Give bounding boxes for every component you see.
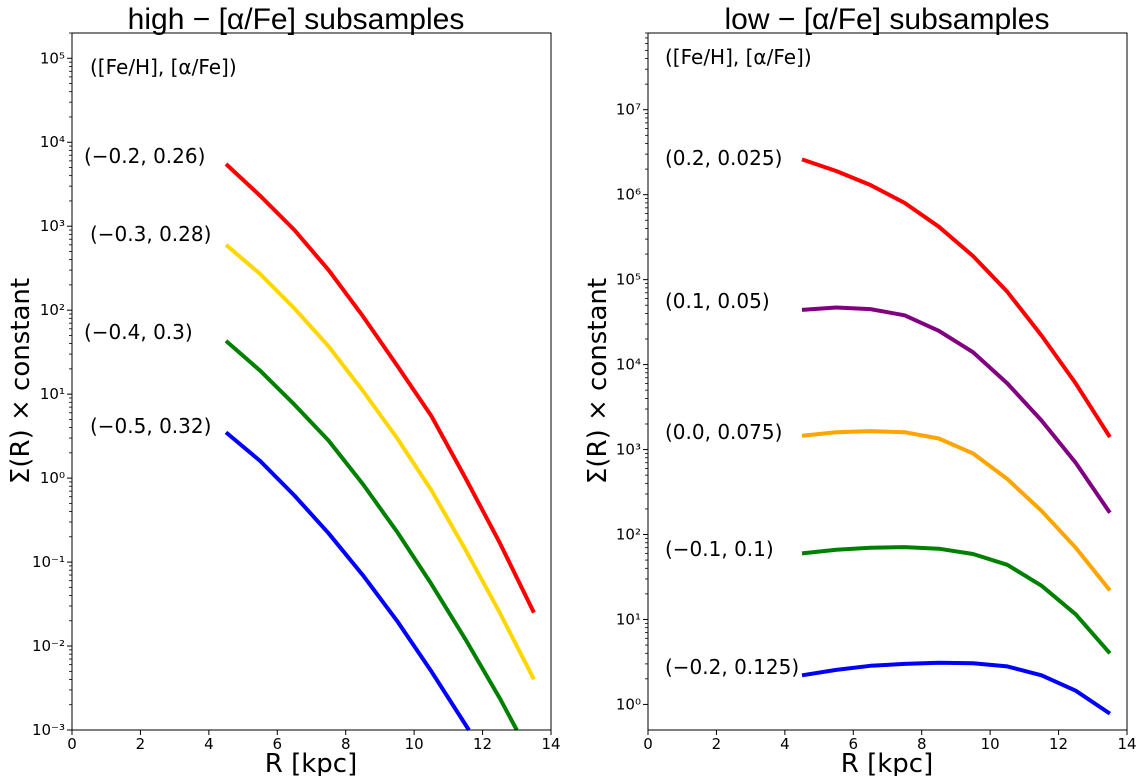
y-tick-label: 10⁵ bbox=[616, 271, 641, 289]
series-annotation: (−0.4, 0.3) bbox=[84, 320, 193, 344]
y-tick-label: 10⁷ bbox=[616, 101, 641, 119]
series-line bbox=[801, 660, 1112, 716]
x-tick-label: 10 bbox=[981, 735, 1000, 753]
plot-frame bbox=[71, 32, 552, 731]
x-tick-label: 4 bbox=[780, 735, 790, 753]
x-tick-label: 8 bbox=[917, 735, 927, 753]
y-tick-label: 10² bbox=[616, 526, 641, 544]
y-tick-label: 10⁴ bbox=[40, 133, 65, 151]
series-annotation: (0.2, 0.025) bbox=[665, 146, 782, 170]
x-axis-label: R [kpc] bbox=[265, 749, 357, 776]
y-tick-label: 10⁰ bbox=[40, 469, 65, 487]
series-annotation: (−0.1, 0.1) bbox=[665, 537, 774, 561]
x-tick-label: 12 bbox=[1049, 735, 1068, 753]
series-line bbox=[801, 305, 1112, 514]
series-line bbox=[224, 162, 536, 614]
y-tick-label: 10¹ bbox=[40, 385, 65, 403]
chart-title: low − [α/Fe] subsamples bbox=[725, 3, 1050, 36]
x-tick-label: 4 bbox=[204, 735, 214, 753]
chart-low-alpha: low − [α/Fe] subsamples ([Fe/H], [α/Fe])… bbox=[583, 3, 1137, 776]
y-tick-label: 10⁵ bbox=[40, 49, 65, 67]
series-annotation: (−0.5, 0.32) bbox=[90, 414, 211, 438]
x-tick-label: 6 bbox=[273, 735, 283, 753]
chart-title: high − [α/Fe] subsamples bbox=[128, 3, 465, 36]
series-line bbox=[224, 243, 536, 681]
series-line bbox=[801, 157, 1112, 439]
x-tick-label: 8 bbox=[341, 735, 351, 753]
y-tick-label: 10⁰ bbox=[616, 695, 641, 713]
header-label: ([Fe/H], [α/Fe]) bbox=[665, 45, 812, 69]
y-tick-label: 10³ bbox=[616, 441, 641, 459]
y-tick-label: 10⁻³ bbox=[32, 721, 65, 739]
y-tick-label: 10¹ bbox=[616, 610, 641, 628]
series-annotation: (−0.3, 0.28) bbox=[90, 222, 211, 246]
series-line bbox=[224, 339, 519, 731]
x-tick-label: 0 bbox=[67, 735, 77, 753]
x-tick-label: 2 bbox=[136, 735, 146, 753]
y-tick-label: 10² bbox=[40, 301, 65, 319]
series-line bbox=[801, 429, 1112, 592]
plot-frame bbox=[647, 32, 1128, 731]
y-axis-label: Σ(R) × constant bbox=[6, 278, 36, 484]
series-annotation: (0.1, 0.05) bbox=[665, 289, 770, 313]
x-tick-label: 2 bbox=[712, 735, 722, 753]
series-line bbox=[801, 545, 1112, 655]
y-tick-label: 10⁶ bbox=[616, 186, 641, 204]
series-annotation: (0.0, 0.075) bbox=[665, 420, 782, 444]
x-tick-label: 0 bbox=[643, 735, 653, 753]
y-tick-label: 10⁻¹ bbox=[32, 553, 65, 571]
x-tick-label: 12 bbox=[473, 735, 492, 753]
series-line bbox=[224, 430, 471, 732]
chart-high-alpha: high − [α/Fe] subsamples ([Fe/H], [α/Fe]… bbox=[6, 3, 561, 776]
y-tick-label: 10³ bbox=[40, 217, 65, 235]
y-axis-label: Σ(R) × constant bbox=[583, 278, 613, 484]
y-tick-label: 10⁻² bbox=[32, 637, 65, 655]
y-tick-label: 10⁴ bbox=[616, 356, 641, 374]
x-axis-label: R [kpc] bbox=[841, 749, 933, 776]
x-tick-label: 14 bbox=[1117, 735, 1136, 753]
series-annotation: (−0.2, 0.26) bbox=[84, 144, 205, 168]
x-tick-label: 6 bbox=[849, 735, 859, 753]
x-tick-label: 10 bbox=[405, 735, 424, 753]
x-tick-label: 14 bbox=[541, 735, 560, 753]
series-annotation: (−0.2, 0.125) bbox=[665, 655, 799, 679]
header-label: ([Fe/H], [α/Fe]) bbox=[90, 55, 237, 79]
